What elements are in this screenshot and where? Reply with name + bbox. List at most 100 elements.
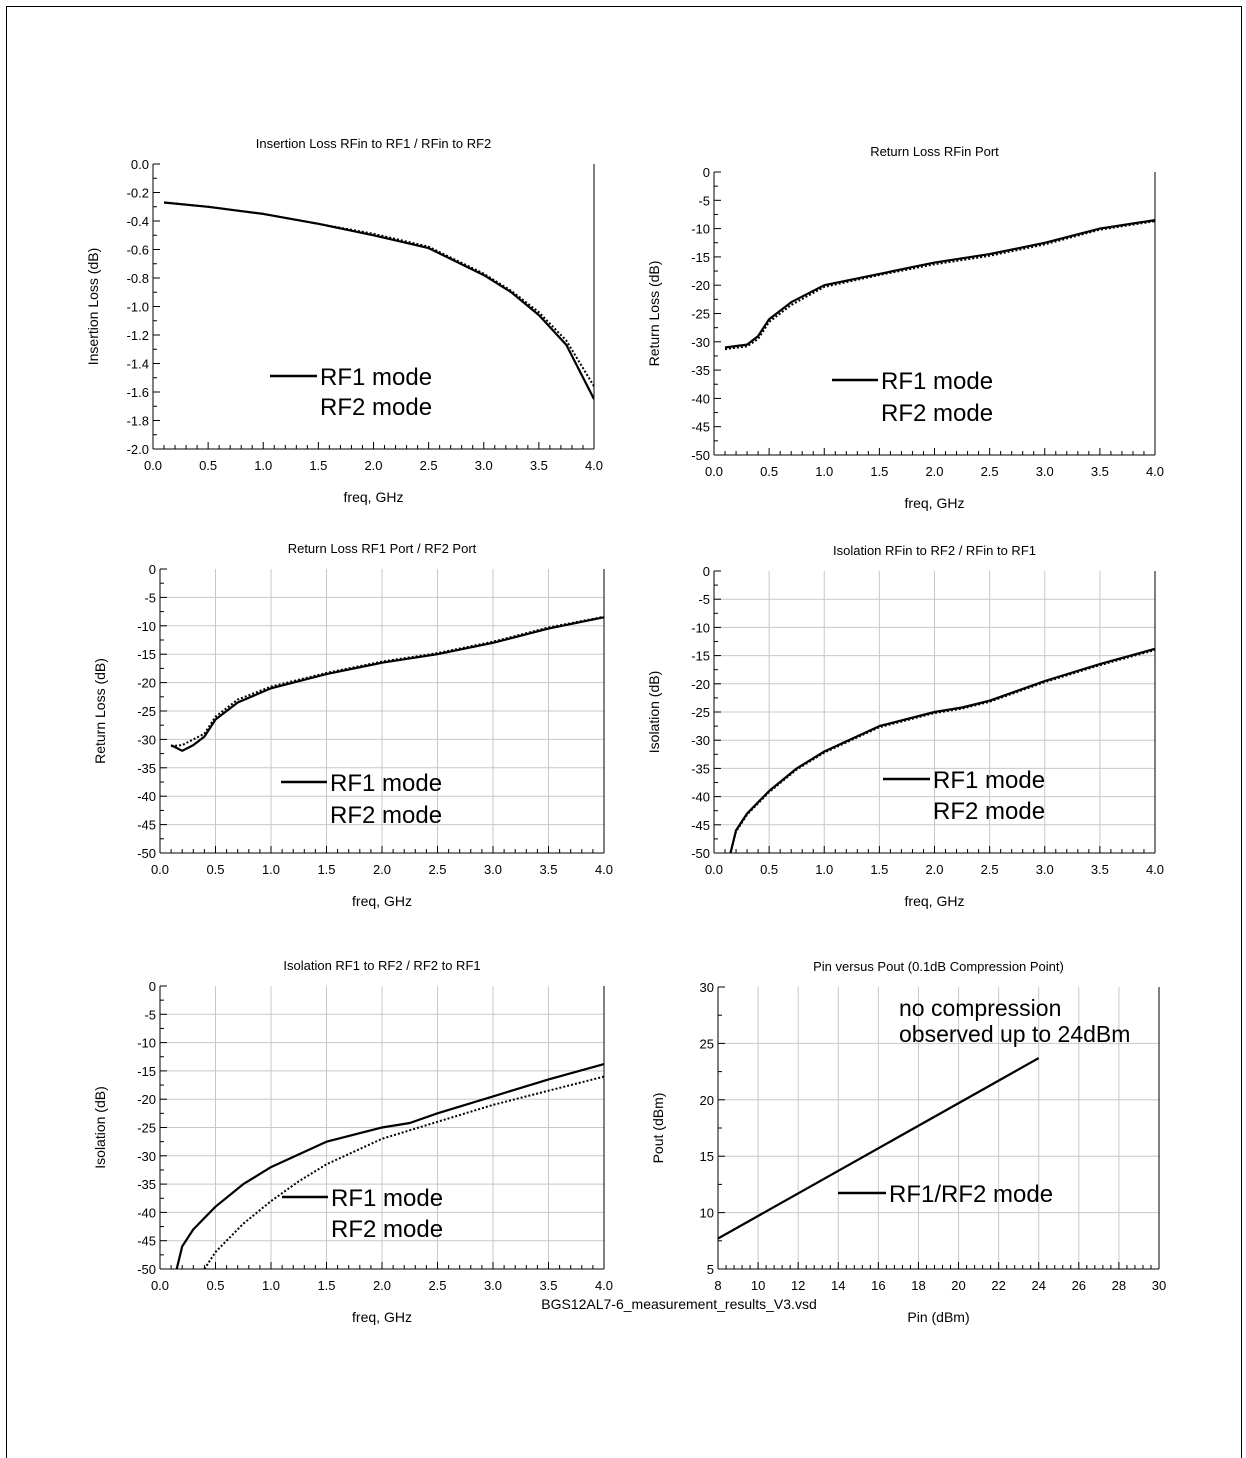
x-tick-label: 1.5: [317, 1278, 335, 1293]
x-tick-label: 0.0: [151, 1278, 169, 1293]
y-tick-label: -45: [691, 420, 710, 435]
legend-entry: RF2 mode: [330, 802, 442, 829]
x-tick-label: 24: [1031, 1278, 1045, 1293]
y-tick-label: -15: [691, 250, 710, 265]
x-tick-label: 3.5: [1091, 862, 1109, 877]
y-tick-label: -25: [691, 307, 710, 322]
series-line-a: [170, 616, 604, 752]
x-tick-label: 3.0: [484, 862, 502, 877]
y-tick-label: -0.6: [127, 243, 149, 258]
y-tick-label: -30: [691, 335, 710, 350]
x-tick-label: 16: [871, 1278, 885, 1293]
y-tick-label: -10: [137, 1036, 156, 1051]
y-tick-label: 30: [700, 980, 714, 995]
chart-title: Isolation RF1 to RF2 / RF2 to RF1: [283, 958, 480, 973]
y-axis-label: Return Loss (dB): [92, 658, 108, 764]
x-tick-label: 3.0: [484, 1278, 502, 1293]
y-tick-label: -20: [691, 677, 710, 692]
y-tick-label: -25: [137, 1121, 156, 1136]
x-axis-label: freq, GHz: [905, 893, 965, 909]
x-tick-label: 1.0: [815, 464, 833, 479]
x-tick-label: 1.5: [317, 862, 335, 877]
legend-entry: RF1 mode: [933, 767, 1045, 794]
x-tick-label: 22: [991, 1278, 1005, 1293]
x-axis-label: freq, GHz: [905, 495, 965, 511]
y-axis-label: Insertion Loss (dB): [85, 248, 101, 366]
x-tick-label: 4.0: [585, 458, 603, 473]
y-tick-label: -1.6: [127, 385, 149, 400]
x-tick-label: 20: [951, 1278, 965, 1293]
legend-entry: RF2 mode: [933, 798, 1045, 825]
x-tick-label: 1.0: [262, 862, 280, 877]
y-axis-label: Return Loss (dB): [646, 261, 662, 367]
legend-entry: RF2 mode: [331, 1216, 443, 1243]
chart-title: Pin versus Pout (0.1dB Compression Point…: [813, 959, 1064, 974]
y-tick-label: -1.4: [127, 357, 149, 372]
chart-title: Return Loss RFin Port: [870, 144, 999, 159]
x-tick-label: 3.0: [1036, 464, 1054, 479]
x-tick-label: 4.0: [1146, 862, 1164, 877]
y-tick-label: -20: [137, 1092, 156, 1107]
y-tick-label: 0: [149, 979, 156, 994]
y-tick-label: -1.2: [127, 328, 149, 343]
x-tick-label: 3.0: [475, 458, 493, 473]
page-border: [6, 6, 1242, 1458]
y-tick-label: 0: [703, 165, 710, 180]
chart-2: 0.0 0.5 1.0 1.5 2.0 2.5 3.0 3.5 4.0 0 -5 -10 -15 -20 -…: [646, 144, 1164, 511]
y-tick-label: -45: [137, 1234, 156, 1249]
x-tick-label: 26: [1072, 1278, 1086, 1293]
y-tick-label: -50: [137, 846, 156, 861]
y-tick-label: -50: [137, 1262, 156, 1277]
y-tick-label: -35: [691, 761, 710, 776]
x-tick-label: 2.5: [981, 862, 999, 877]
x-tick-label: 2.0: [925, 862, 943, 877]
x-axis-label: Pin (dBm): [907, 1309, 969, 1325]
x-tick-label: 3.5: [539, 1278, 557, 1293]
y-tick-label: 25: [700, 1036, 714, 1051]
x-tick-label: 2.0: [364, 458, 382, 473]
y-tick-label: -40: [137, 1205, 156, 1220]
x-tick-label: 2.5: [428, 862, 446, 877]
series-line-a: [724, 219, 1155, 349]
x-tick-label: 1.5: [870, 464, 888, 479]
x-tick-label: 30: [1152, 1278, 1166, 1293]
y-tick-label: -0.8: [127, 271, 149, 286]
y-tick-label: -50: [691, 846, 710, 861]
y-axis-label: Pout (dBm): [650, 1093, 666, 1164]
y-tick-label: -25: [137, 704, 156, 719]
x-tick-label: 2.5: [420, 458, 438, 473]
y-tick-label: -15: [691, 649, 710, 664]
y-tick-label: 5: [707, 1262, 714, 1277]
chart-title: Return Loss RF1 Port / RF2 Port: [288, 541, 477, 556]
x-tick-label: 14: [831, 1278, 845, 1293]
y-tick-label: -30: [137, 732, 156, 747]
x-tick-label: 1.0: [815, 862, 833, 877]
chart-4: 0.0 0.5 1.0 1.5 2.0 2.5 3.0 3.5 4.0 0 -5 -10 -15 -20 -…: [646, 543, 1164, 909]
series-line-a: [729, 647, 1155, 853]
x-tick-label: 18: [911, 1278, 925, 1293]
y-tick-label: -20: [137, 676, 156, 691]
chart-title: Isolation RFin to RF2 / RFin to RF1: [833, 543, 1036, 558]
y-tick-label: -10: [137, 619, 156, 634]
series-line-b: [724, 220, 1155, 351]
y-tick-label: 10: [700, 1206, 714, 1221]
y-tick-label: -5: [698, 193, 710, 208]
x-tick-label: 4.0: [595, 1278, 613, 1293]
chart-3: 0.0 0.5 1.0 1.5 2.0 2.5 3.0 3.5 4.0 0 -5 -10 -15 -20 -…: [92, 541, 613, 909]
x-tick-label: 0.5: [760, 464, 778, 479]
x-tick-label: 0.0: [705, 464, 723, 479]
y-tick-label: -30: [137, 1149, 156, 1164]
y-tick-label: -2.0: [127, 442, 149, 457]
y-tick-label: -40: [691, 391, 710, 406]
x-tick-label: 3.0: [1036, 862, 1054, 877]
y-tick-label: -1.0: [127, 300, 149, 315]
series-line-a: [718, 1057, 1040, 1240]
y-tick-label: 20: [700, 1093, 714, 1108]
x-tick-label: 1.0: [254, 458, 272, 473]
y-tick-label: -10: [691, 620, 710, 635]
y-tick-label: -10: [691, 222, 710, 237]
x-tick-label: 2.0: [373, 1278, 391, 1293]
legend-entry: RF1/RF2 mode: [889, 1181, 1053, 1208]
legend-entry: RF2 mode: [320, 394, 432, 421]
y-tick-label: -50: [691, 448, 710, 463]
